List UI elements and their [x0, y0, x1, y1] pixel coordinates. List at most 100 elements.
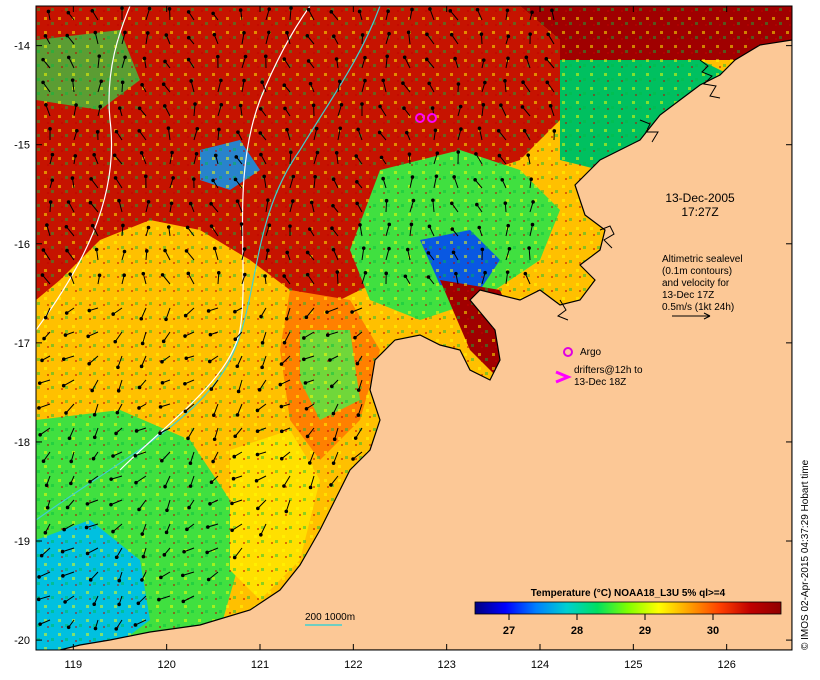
velocity-arrow-head: [90, 223, 95, 228]
velocity-arrow-head: [521, 80, 525, 85]
velocity-arrow-head: [451, 250, 456, 255]
colorbar-tick-label: 29: [639, 625, 651, 637]
velocity-arrow-head: [384, 271, 389, 276]
velocity-arrow: [42, 59, 51, 69]
velocity-arrow-head: [361, 246, 366, 250]
velocity-arrow-head: [351, 457, 355, 461]
velocity-arrow: [262, 331, 267, 343]
velocity-arrow-head: [97, 273, 102, 278]
velocity-arrow-head: [63, 600, 67, 604]
altimetry-line: (0.1m contours): [662, 266, 732, 277]
velocity-arrow-head: [548, 104, 553, 108]
velocity-arrow-head: [70, 78, 75, 82]
colorbar: Temperature (°C) NOAA18_L3U 5% ql>=4 27 2…: [474, 588, 782, 637]
velocity-arrow: [189, 451, 195, 464]
velocity-arrow-head: [206, 309, 211, 313]
velocity-arrow-head: [68, 272, 72, 276]
velocity-arrow: [303, 331, 315, 339]
velocity-arrow-head: [262, 174, 266, 179]
velocity-arrow: [547, 34, 555, 45]
velocity-arrow-head: [146, 199, 151, 204]
velocity-arrow-head: [409, 222, 414, 227]
velocity-arrow: [265, 200, 269, 213]
velocity-arrow-head: [305, 250, 310, 255]
lon-tick-label: 124: [531, 659, 549, 671]
velocity-arrow: [87, 547, 99, 554]
velocity-arrow-head: [41, 80, 45, 85]
velocity-arrow: [337, 128, 341, 141]
velocity-arrow: [475, 153, 483, 165]
velocity-arrow: [305, 307, 315, 318]
contour-1000m: [36, 6, 131, 331]
velocity-arrow: [161, 451, 171, 462]
velocity-arrow-head: [303, 381, 308, 385]
velocity-arrow: [481, 104, 484, 117]
velocity-arrow: [525, 57, 531, 69]
velocity-arrow: [313, 152, 318, 165]
velocity-arrow-head: [163, 59, 167, 64]
velocity-arrow-head: [212, 437, 217, 442]
velocity-arrow: [91, 379, 99, 391]
velocity-arrow-head: [157, 597, 161, 602]
velocity-arrow-head: [242, 30, 246, 35]
velocity-arrow-head: [233, 309, 237, 314]
velocity-arrow-head: [403, 274, 408, 279]
velocity-arrow-head: [331, 177, 336, 181]
velocity-arrow-head: [385, 54, 390, 59]
colorbar-tick-label: 30: [707, 625, 719, 637]
velocity-arrow-head: [406, 30, 411, 35]
velocity-arrow: [42, 249, 51, 261]
velocity-arrow-head: [325, 310, 329, 314]
velocity-arrow: [498, 130, 507, 141]
velocity-arrow-head: [411, 198, 416, 203]
velocity-arrow-head: [387, 222, 392, 227]
velocity-arrow-head: [44, 102, 48, 107]
velocity-arrow: [140, 307, 147, 319]
velocity-arrow: [145, 8, 150, 21]
velocity-arrow: [145, 32, 149, 45]
velocity-arrow-head: [160, 359, 164, 364]
velocity-arrow-head: [360, 102, 364, 106]
velocity-arrow-head: [167, 7, 172, 11]
velocity-arrow: [208, 571, 219, 580]
velocity-arrow: [289, 152, 292, 165]
velocity-arrow-head: [503, 78, 507, 83]
velocity-arrow: [265, 32, 270, 45]
velocity-arrow-head: [86, 334, 90, 339]
velocity-arrow-head: [330, 226, 334, 230]
velocity-arrow-head: [356, 127, 360, 132]
velocity-arrow-head: [332, 34, 336, 39]
velocity-arrow-head: [258, 107, 263, 111]
velocity-arrow: [217, 272, 220, 285]
velocity-arrow-head: [171, 176, 175, 180]
velocity-arrow-head: [163, 248, 167, 253]
velocity-arrow-head: [166, 126, 171, 130]
velocity-arrow: [158, 595, 171, 601]
velocity-arrow: [289, 8, 292, 21]
velocity-arrow-head: [185, 225, 190, 230]
velocity-arrow-head: [507, 247, 512, 251]
velocity-arrow-head: [97, 54, 102, 58]
velocity-arrow: [90, 202, 99, 213]
velocity-arrow-head: [353, 335, 357, 340]
velocity-arrow-head: [140, 578, 144, 582]
velocity-arrow-head: [93, 626, 98, 631]
velocity-arrow-head: [137, 129, 142, 133]
velocity-arrow-head: [230, 528, 234, 533]
velocity-arrow-head: [381, 176, 385, 181]
velocity-arrow-head: [162, 104, 167, 108]
velocity-arrow-head: [209, 480, 214, 485]
velocity-arrow-head: [216, 54, 220, 59]
velocity-arrow: [217, 80, 222, 93]
velocity-arrow-head: [60, 549, 65, 554]
velocity-arrow: [91, 10, 99, 21]
velocity-arrow-head: [161, 339, 166, 344]
velocity-arrow-head: [363, 78, 367, 83]
velocity-arrow-head: [209, 224, 214, 228]
velocity-arrow-head: [456, 82, 461, 86]
velocity-arrow-head: [505, 8, 510, 13]
velocity-arrow: [382, 80, 387, 93]
velocity-arrow: [62, 571, 75, 577]
velocity-arrow-head: [92, 412, 97, 417]
drifter-legend-marker: [555, 370, 572, 384]
